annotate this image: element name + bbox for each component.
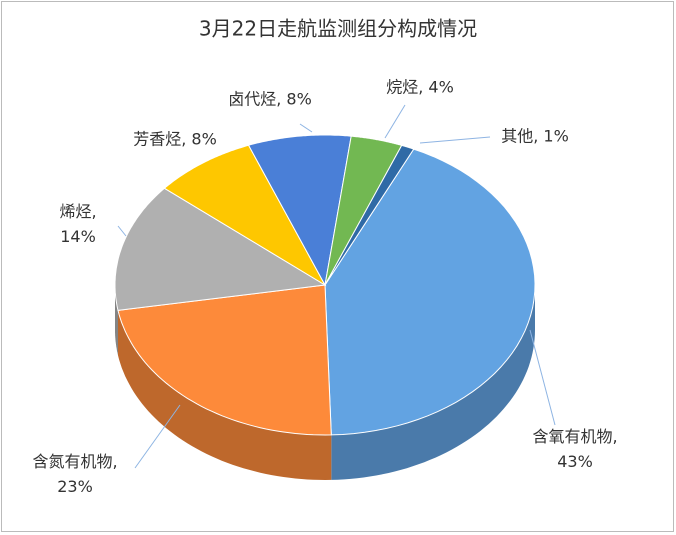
slice: [324, 144, 415, 286]
data-label-line: 23%: [57, 477, 93, 496]
data-label: 烯烃, 14%: [59, 202, 96, 246]
slice: [247, 134, 352, 287]
leader-line: [529, 329, 556, 426]
leader-line: [134, 404, 181, 469]
data-label-line: 14%: [60, 227, 96, 246]
data-label-line: 43%: [557, 452, 593, 471]
data-label: 含氧有机物, 43%: [532, 427, 617, 471]
leader-line: [117, 225, 127, 237]
data-label-line: 烯烃,: [59, 202, 96, 221]
data-label: 其他, 1%: [501, 127, 569, 146]
data-label: 卤代烃, 8%: [228, 90, 312, 109]
slice: [114, 187, 327, 311]
slice-side: [118, 310, 332, 480]
chart-title: 3月22日走航监测组分构成情况: [199, 17, 477, 41]
data-label-line: 含氮有机物,: [32, 452, 117, 471]
data-label: 烷烃, 4%: [386, 78, 454, 97]
data-label: 含氮有机物, 23%: [32, 452, 117, 496]
leader-line: [299, 123, 313, 133]
slice: [324, 148, 536, 436]
leader-line: [419, 136, 491, 144]
data-label: 芳香烃, 8%: [133, 130, 217, 149]
slice-side: [115, 285, 118, 356]
slice: [324, 135, 403, 286]
slice-side: [331, 285, 535, 480]
slice: [117, 284, 332, 436]
slice: [163, 144, 327, 287]
leader-line: [384, 104, 406, 139]
data-label-line: 含氧有机物,: [532, 427, 617, 446]
